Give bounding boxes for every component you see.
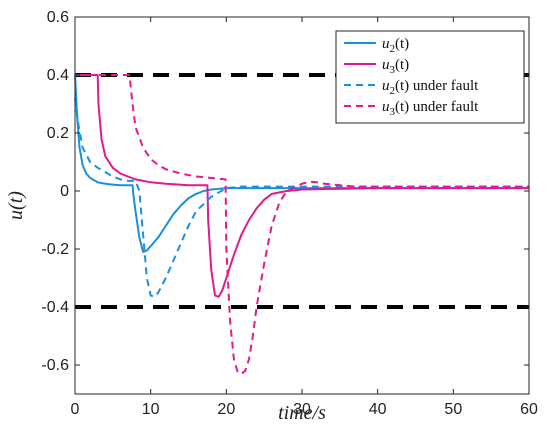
legend-label-4: u3(t) under fault — [382, 99, 479, 118]
y-tick-label: 0.6 — [47, 9, 69, 26]
series-line-1 — [74, 74, 529, 253]
series-line-2 — [75, 74, 529, 298]
y-tick-label: -0.2 — [41, 241, 69, 258]
axis-ticks: 0 10 20 30 40 50 60 0.6 0.4 0.2 0 -0.2 -0.4 -0.6 — [41, 9, 538, 418]
legend-box — [335, 30, 525, 124]
x-tick-label: 0 — [71, 401, 80, 418]
series-line-4 — [75, 74, 529, 375]
x-axis-label: time/s — [278, 402, 326, 424]
x-tick-label: 30 — [293, 401, 311, 418]
y-tick-label: -0.4 — [41, 299, 69, 316]
x-tick-label: 40 — [369, 401, 387, 418]
x-tick-label: 20 — [217, 401, 235, 418]
legend-label-3: u2(t) under fault — [382, 78, 479, 97]
axis-labels: time/s u(t) — [5, 191, 326, 424]
x-tick-label: 50 — [444, 401, 462, 418]
series-lines — [74, 74, 529, 375]
y-tick-label: 0.4 — [47, 67, 69, 84]
x-tick-label: 60 — [520, 401, 538, 418]
y-tick-label: 0 — [60, 183, 69, 200]
legend-label-2: u3(t) — [382, 57, 409, 76]
legend-label-1: u2(t) — [382, 36, 409, 55]
series-line-3 — [74, 98, 529, 298]
legend: u2(t) u3(t) u2(t) under fault u3(t) under f… — [335, 30, 525, 124]
y-axis-label: u(t) — [5, 191, 27, 220]
y-tick-label: -0.6 — [41, 357, 69, 374]
x-tick-label: 10 — [142, 401, 160, 418]
y-tick-label: 0.2 — [47, 125, 69, 142]
